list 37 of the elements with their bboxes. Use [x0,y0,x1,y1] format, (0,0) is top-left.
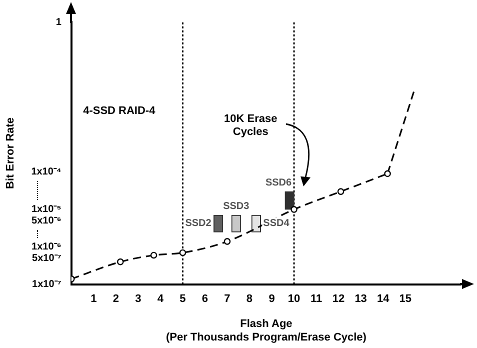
annotation: 10K Erase Cycles [224,113,278,138]
x-tick-label: 8 [246,293,253,306]
x-tick-label: 6 [202,293,208,306]
series-label: SSD4 [263,218,290,229]
x-tick-label: 12 [332,293,345,306]
x-tick-label: 13 [354,293,367,306]
x-tick-label: 7 [224,293,230,306]
x-tick-label: 15 [399,293,412,306]
x-tick-label: 10 [288,293,300,306]
x-tick-label: 14 [376,293,390,306]
y-tick-label: 1x10⁻⁵ [31,204,62,216]
y-tick-label: 5x10⁻⁷ [32,252,62,264]
annotation: 4-SSD RAID-4 [83,105,156,118]
series-label: SSD3 [223,200,250,212]
y-tick-label: 1x10⁻⁴ [31,166,62,178]
point [224,238,231,245]
point [150,252,158,259]
point [384,170,391,178]
y-tick-label: 5x10⁻⁶ [32,215,62,226]
x-axis-title: Flash Age (Per Thousands Program/Erase Cycle) [166,318,367,344]
y-tick-label: 1 [56,16,62,28]
x-tick-label: 4 [157,293,164,306]
y-tick-label: 1x10⁻⁶ [32,242,62,253]
x-tick-label: 3 [135,293,142,306]
x-tick-label: 11 [310,293,322,306]
point [116,258,124,266]
point [337,188,344,195]
x-tick-label: 2 [112,293,119,306]
y-tick-label: 1x10⁻⁷ [32,279,62,290]
series-label: SSD6 [265,177,292,188]
point [179,249,186,256]
x-tick-label: 9 [268,293,275,306]
point [290,206,298,213]
series-label: SSD2 [185,218,212,229]
x-tick-label: 5 [180,293,186,306]
x-tick-label: 1 [90,293,97,306]
y-axis-title: Bit Error Rate [4,117,17,189]
